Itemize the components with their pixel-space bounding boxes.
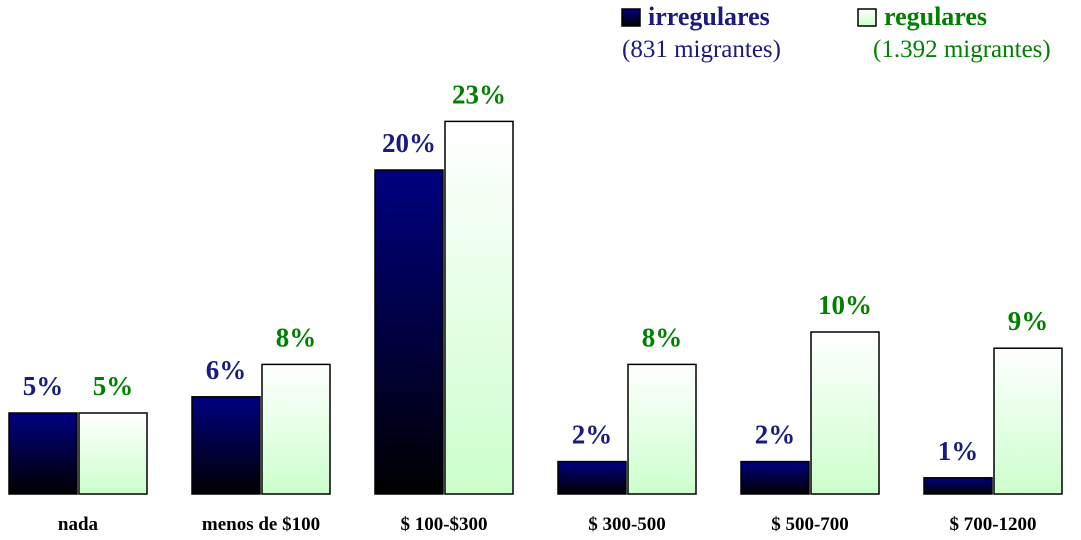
value-label: 10% xyxy=(818,290,872,320)
legend-label: irregulares xyxy=(648,2,770,31)
bar xyxy=(261,363,331,495)
value-label: 5% xyxy=(23,371,64,401)
x-tick-label: $ 500-700 xyxy=(771,514,849,535)
value-label: 23% xyxy=(452,79,506,109)
value-label: 8% xyxy=(642,322,683,352)
x-tick-label: $ 300-500 xyxy=(588,514,666,535)
bar xyxy=(993,347,1063,495)
legend-swatch xyxy=(621,8,641,27)
bar xyxy=(810,331,880,495)
value-label: 1% xyxy=(938,436,979,466)
legend-swatch xyxy=(857,8,877,27)
bar xyxy=(78,412,148,495)
value-label: 2% xyxy=(572,420,613,450)
bar xyxy=(191,396,261,495)
x-tick-label: $ 100-$300 xyxy=(400,514,487,535)
bar xyxy=(8,412,78,495)
value-label: 9% xyxy=(1008,306,1049,336)
value-label: 20% xyxy=(382,128,436,158)
x-tick-label: $ 700-1200 xyxy=(949,514,1036,535)
bar xyxy=(557,460,627,495)
bar xyxy=(923,477,993,495)
bar xyxy=(444,120,514,495)
x-tick-label: menos de $100 xyxy=(202,514,320,535)
bar xyxy=(374,169,444,495)
bar xyxy=(627,363,697,495)
value-label: 8% xyxy=(276,322,317,352)
legend-note: (831 migrantes) xyxy=(622,36,781,63)
legend-note: (1.392 migrantes) xyxy=(873,36,1051,63)
value-label: 2% xyxy=(755,420,796,450)
legend-label: regulares xyxy=(884,2,987,31)
value-label: 6% xyxy=(206,355,247,385)
bar xyxy=(740,460,810,495)
x-tick-label: nada xyxy=(58,514,99,535)
value-label: 5% xyxy=(93,371,134,401)
